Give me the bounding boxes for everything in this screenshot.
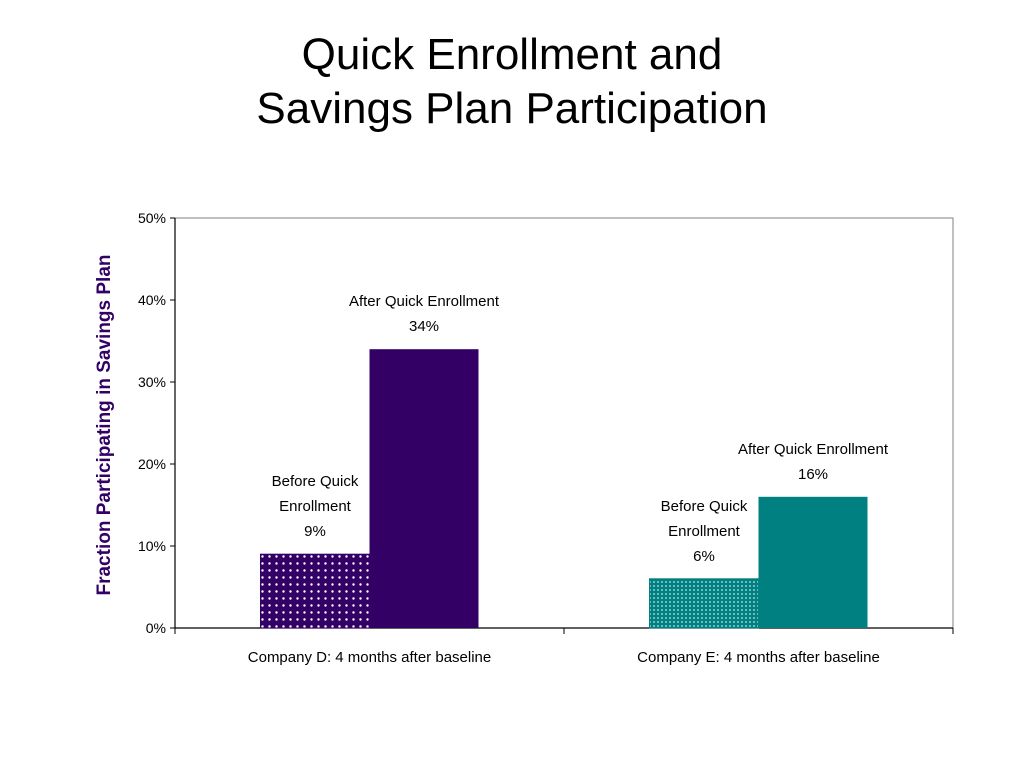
bar (758, 496, 868, 628)
bar (260, 553, 370, 629)
data-label: Enrollment (279, 498, 352, 515)
title-line-2: Savings Plan Participation (256, 84, 768, 133)
y-tick-label: 30% (138, 374, 166, 390)
y-tick-label: 20% (138, 456, 166, 472)
data-label: 16% (798, 466, 828, 483)
data-label: After Quick Enrollment (349, 293, 500, 310)
bar (369, 349, 479, 628)
data-label: After Quick Enrollment (738, 441, 889, 458)
y-tick-label: 10% (138, 538, 166, 554)
y-tick-label: 0% (146, 620, 166, 636)
chart-title: Quick Enrollment and Savings Plan Partic… (0, 28, 1024, 136)
y-tick-label: 50% (138, 210, 166, 226)
data-label: Before Quick (272, 473, 359, 490)
bar (649, 578, 759, 629)
data-label: 9% (304, 523, 326, 540)
data-label: 34% (409, 318, 439, 335)
title-line-1: Quick Enrollment and (301, 30, 723, 79)
x-tick-label: Company D: 4 months after baseline (248, 649, 491, 666)
y-axis-label: Fraction Participating in Savings Plan (94, 254, 115, 595)
y-tick-label: 40% (138, 292, 166, 308)
data-label: 6% (693, 548, 715, 565)
data-label: Before Quick (661, 498, 748, 515)
data-label: Enrollment (668, 523, 741, 540)
x-tick-label: Company E: 4 months after baseline (637, 649, 880, 666)
